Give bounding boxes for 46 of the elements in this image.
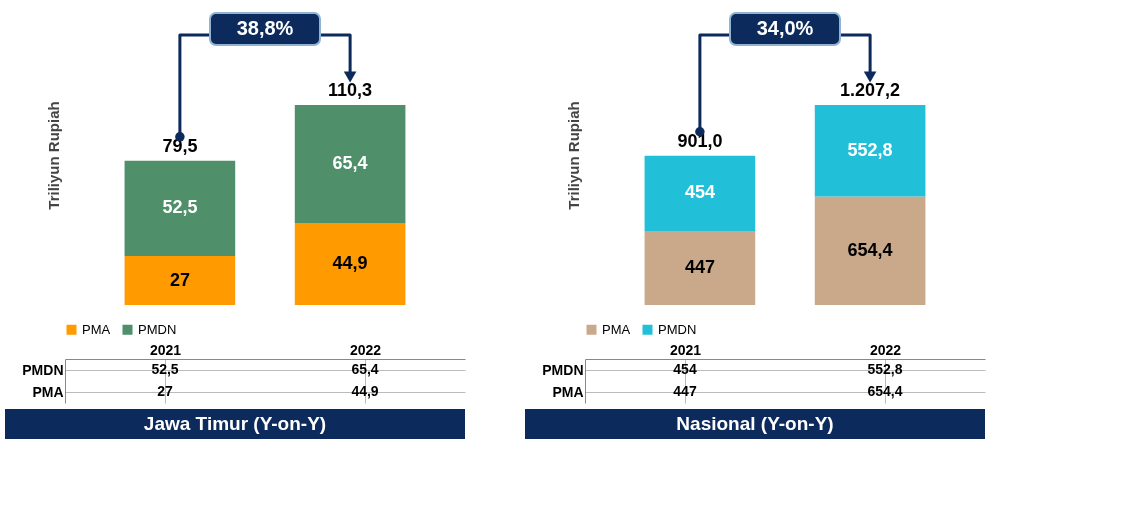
bar	[124, 256, 236, 305]
total-label: 1.207,2	[840, 80, 901, 100]
text: 27	[169, 269, 190, 290]
x-tick-label: 2021	[149, 341, 182, 358]
y-axis-title: Triliyun Rupiah	[44, 101, 62, 210]
bar	[294, 223, 406, 305]
data-label: 65,4	[351, 361, 379, 377]
text: Nasional (Y-on-Y)	[676, 413, 834, 434]
text: 654,4	[847, 239, 893, 260]
text: 34,0%	[756, 17, 814, 39]
text: 44,9	[332, 253, 368, 274]
data-label: 552,8	[867, 361, 903, 377]
bar	[644, 155, 756, 231]
text: 52,5	[162, 197, 198, 218]
text: PMA	[32, 383, 64, 400]
legend-label: PMA	[602, 321, 631, 337]
bar	[644, 230, 756, 305]
total-label: 110,3	[328, 80, 373, 100]
data-label: 44,9	[351, 383, 379, 399]
data-label: 27	[157, 383, 173, 399]
y-axis-title: Triliyun Rupiah	[564, 101, 582, 210]
x-tick-label: 2022	[349, 341, 382, 358]
data-label: 447	[673, 383, 697, 399]
x-tick-label: 2022	[869, 341, 902, 358]
text: PMDN	[22, 361, 64, 378]
text: 552,8	[847, 139, 893, 160]
x-tick-label: 2021	[669, 341, 702, 358]
data-label: 52,5	[151, 361, 179, 377]
total-label: 901,0	[677, 130, 723, 151]
bar	[124, 160, 236, 257]
legend-label: PMDN	[138, 321, 177, 337]
text: 38,8%	[236, 17, 294, 39]
total-label: 79,5	[162, 135, 198, 156]
legend-label: PMA	[82, 321, 111, 337]
bar	[294, 105, 406, 224]
bar	[814, 196, 926, 305]
text: 65,4	[332, 153, 368, 174]
bar	[814, 105, 926, 197]
data-label: 454	[673, 361, 697, 377]
text: PMDN	[542, 361, 584, 378]
text: Jawa Timur (Y-on-Y)	[143, 413, 327, 434]
text: 447	[684, 256, 715, 277]
legend-label: PMDN	[658, 321, 697, 337]
text: 454	[684, 182, 715, 203]
text: PMA	[552, 383, 584, 400]
data-label: 654,4	[867, 383, 903, 399]
